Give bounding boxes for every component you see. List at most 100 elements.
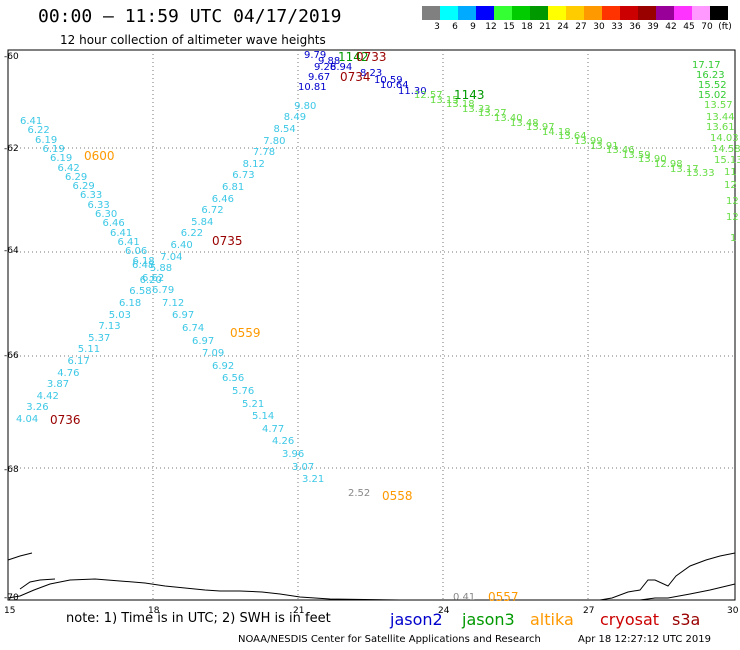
lon-label: 15 — [4, 606, 16, 616]
wave-height-value: 8.12 — [242, 158, 265, 170]
wave-height-value: 8.49 — [283, 112, 307, 124]
wave-height-value: 3.26 — [26, 402, 49, 414]
scale-swatch — [656, 6, 674, 20]
pass-time: 0736 — [50, 413, 81, 427]
antarctic-coastline — [7, 552, 736, 601]
wave-height-value: 11 — [724, 167, 737, 178]
wave-height-value: 6.40 — [170, 240, 193, 251]
wave-height-value: 12.98 — [654, 159, 683, 170]
wave-height-value: 4.77 — [262, 423, 285, 435]
wave-height-value: 3.07 — [292, 461, 315, 473]
scale-label: 6 — [452, 22, 458, 32]
scale-label: 12 — [485, 22, 497, 32]
wave-height-value: 8.23 — [360, 68, 383, 79]
wave-height-value: 5.88 — [149, 263, 173, 275]
credit-text: NOAA/NESDIS Center for Satellite Applica… — [238, 634, 541, 645]
wave-height-value: 6.41 — [110, 227, 133, 239]
wave-height-value: 2.52 — [348, 488, 371, 499]
scale-label: 27 — [575, 22, 587, 32]
lon-label: 30 — [727, 606, 739, 616]
pass-time: 0735 — [212, 234, 243, 248]
scale-label: 9 — [470, 22, 476, 32]
wave-height-value: 6.33 — [80, 190, 103, 202]
wave-height-value: 6.42 — [57, 162, 80, 174]
wave-height-value: 6.97 — [192, 335, 215, 347]
wave-height-value: 15.02 — [698, 90, 727, 101]
wave-height-value: 10.59 — [374, 75, 403, 86]
scale-swatch — [422, 6, 440, 20]
generated-timestamp: Apr 18 12:27:12 UTC 2019 — [578, 634, 711, 645]
wave-height-value: 6.72 — [201, 205, 224, 217]
wave-height-value: 13.57 — [704, 100, 733, 111]
scale-label: 45 — [683, 22, 695, 32]
wave-height-value: 6.19 — [42, 143, 65, 155]
wave-height-value: 13.99 — [574, 136, 603, 147]
wave-height-value: 6.18 — [119, 298, 142, 309]
scale-label: 21 — [539, 22, 551, 32]
pass-time: 0559 — [230, 326, 261, 340]
wave-height-value: 13.33 — [462, 103, 491, 115]
wave-height-value: 6.19 — [50, 153, 73, 165]
wave-height-value: 0.41 — [453, 592, 476, 603]
wave-height-value: 5.37 — [88, 332, 111, 344]
wave-height-value: 13.15 — [430, 94, 459, 106]
wave-height-value: 6.97 — [172, 310, 195, 322]
pass-time: 0733 — [356, 50, 387, 64]
scale-swatch — [440, 6, 458, 20]
wave-height-value: 13.17 — [670, 163, 699, 175]
wave-height-value: 6.20 — [139, 274, 162, 286]
scale-label: 39 — [647, 22, 659, 32]
lon-label: 21 — [293, 606, 305, 616]
satellite-jason2: jason2 — [390, 610, 443, 629]
wave-height-value: 11.30 — [398, 86, 427, 97]
wave-height-value: 6.79 — [152, 285, 175, 297]
wave-height-value: 6.62 — [142, 272, 165, 284]
wave-height-value: 6.33 — [87, 199, 110, 211]
satellite-altika: altika — [530, 610, 574, 629]
wave-height-value: 13.40 — [494, 113, 523, 124]
wave-height-value: 13.59 — [622, 149, 651, 161]
satellite-s3a: s3a — [672, 610, 701, 629]
wave-height-value: 6.56 — [222, 373, 245, 385]
scale-swatch — [476, 6, 494, 20]
scale-swatch — [494, 6, 512, 20]
scale-label: (ft) — [718, 22, 732, 32]
wave-height-value: 13.48 — [510, 117, 539, 129]
satellite-cryosat: cryosat — [600, 610, 660, 629]
wave-height-value: 8.94 — [330, 62, 353, 73]
scale-label: 24 — [557, 22, 569, 32]
map-subtitle: 12 hour collection of altimeter wave hei… — [60, 33, 326, 47]
map-title: 00:00 — 11:59 UTC 04/17/2019 — [38, 6, 342, 27]
wave-height-value: 17.17 — [692, 60, 721, 71]
wave-height-value: 7.04 — [160, 251, 183, 263]
lat-label: -70 — [4, 593, 19, 603]
wave-height-value: 6.30 — [95, 209, 118, 220]
wave-height-value: 5.11 — [77, 344, 101, 356]
footer-note: note: 1) Time is in UTC; 2) SWH is in fe… — [66, 611, 331, 626]
wave-height-value: 6.46 — [102, 218, 125, 230]
wave-height-value: 16.23 — [696, 70, 725, 81]
scale-label: 3 — [434, 22, 440, 32]
wave-height-value: 6.22 — [180, 228, 204, 240]
lat-label: -64 — [4, 246, 19, 256]
wave-height-value: 8.54 — [273, 124, 296, 135]
wave-height-value: 6.74 — [182, 323, 205, 334]
wave-height-value: 13.33 — [686, 168, 715, 180]
wave-height-value: 10.81 — [298, 82, 327, 93]
wave-height-value: 13.91 — [590, 140, 619, 152]
pass-time: 1143 — [454, 88, 485, 102]
scale-swatch — [620, 6, 638, 20]
wave-height-value: 6.29 — [72, 181, 95, 193]
pass-time: 0557 — [488, 590, 519, 604]
scale-swatch — [566, 6, 584, 20]
wave-height-value: 13.97 — [526, 122, 555, 134]
lon-label: 27 — [583, 606, 595, 616]
wave-height-value: 5.21 — [242, 398, 265, 410]
satellite-jason3: jason3 — [462, 610, 515, 629]
wave-height-value: 13.90 — [638, 154, 667, 166]
wave-height-value: 5.03 — [108, 309, 131, 321]
scale-label: 70 — [701, 22, 713, 32]
scale-label: 36 — [629, 22, 641, 32]
lat-label: -62 — [4, 144, 19, 154]
